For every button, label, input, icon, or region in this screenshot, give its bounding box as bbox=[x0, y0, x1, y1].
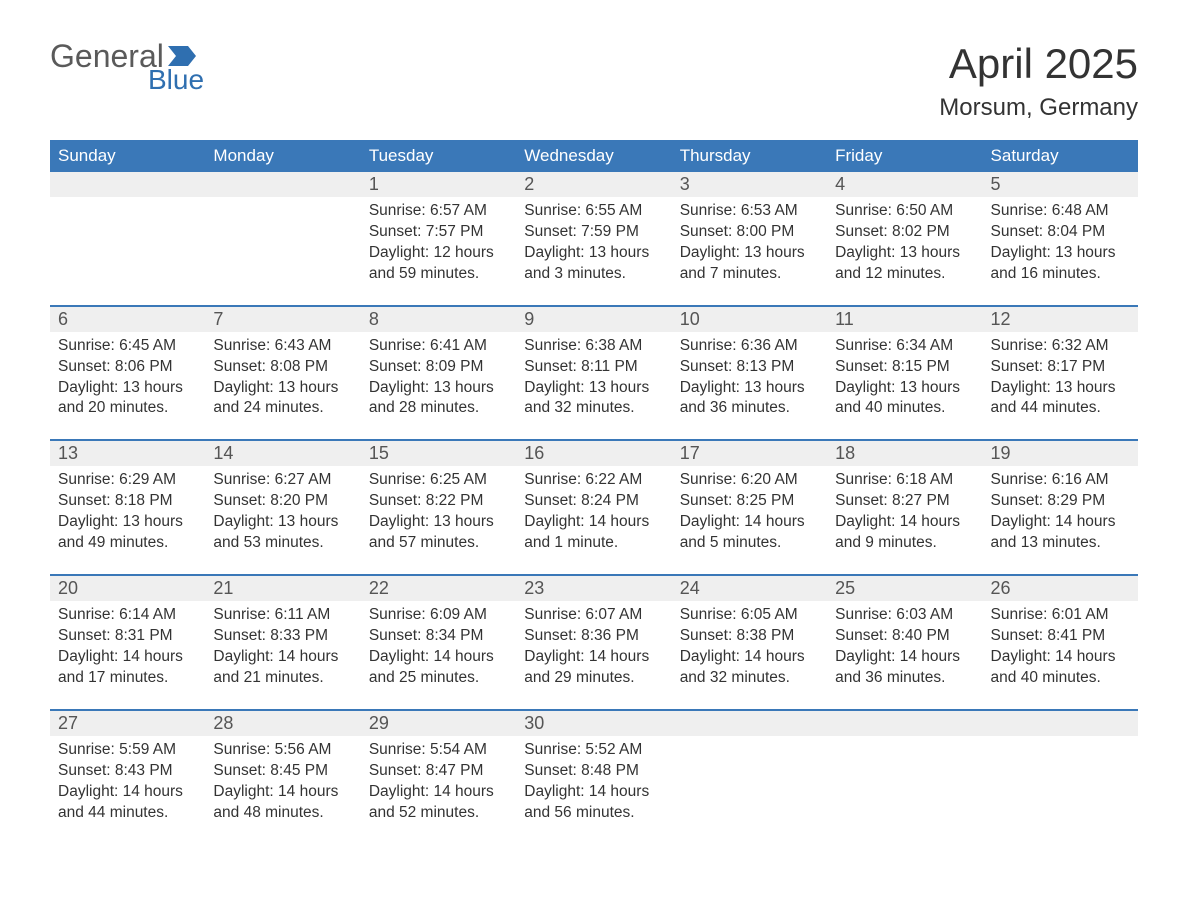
weekday-header: Wednesday bbox=[516, 140, 671, 172]
weekday-header: Monday bbox=[205, 140, 360, 172]
daynum-row: 6789101112 bbox=[50, 306, 1138, 332]
details-row: Sunrise: 5:59 AMSunset: 8:43 PMDaylight:… bbox=[50, 736, 1138, 844]
day-number-cell: 20 bbox=[50, 575, 205, 601]
day-details-cell bbox=[827, 736, 982, 844]
day-details-cell: Sunrise: 6:43 AMSunset: 8:08 PMDaylight:… bbox=[205, 332, 360, 441]
location-subtitle: Morsum, Germany bbox=[939, 94, 1138, 122]
day-details-cell: Sunrise: 6:53 AMSunset: 8:00 PMDaylight:… bbox=[672, 197, 827, 306]
day-details-cell: Sunrise: 5:54 AMSunset: 8:47 PMDaylight:… bbox=[361, 736, 516, 844]
details-row: Sunrise: 6:14 AMSunset: 8:31 PMDaylight:… bbox=[50, 601, 1138, 710]
weekday-header: Tuesday bbox=[361, 140, 516, 172]
daynum-row: 13141516171819 bbox=[50, 440, 1138, 466]
day-details-cell: Sunrise: 6:34 AMSunset: 8:15 PMDaylight:… bbox=[827, 332, 982, 441]
details-row: Sunrise: 6:57 AMSunset: 7:57 PMDaylight:… bbox=[50, 197, 1138, 306]
day-details-cell: Sunrise: 6:14 AMSunset: 8:31 PMDaylight:… bbox=[50, 601, 205, 710]
day-details-cell: Sunrise: 6:55 AMSunset: 7:59 PMDaylight:… bbox=[516, 197, 671, 306]
daynum-row: 27282930 bbox=[50, 710, 1138, 736]
day-number-cell: 16 bbox=[516, 440, 671, 466]
day-number-cell bbox=[983, 710, 1138, 736]
weekday-header: Saturday bbox=[983, 140, 1138, 172]
day-number-cell: 3 bbox=[672, 172, 827, 197]
day-details-cell: Sunrise: 6:03 AMSunset: 8:40 PMDaylight:… bbox=[827, 601, 982, 710]
day-details-cell: Sunrise: 6:01 AMSunset: 8:41 PMDaylight:… bbox=[983, 601, 1138, 710]
day-details-cell: Sunrise: 6:27 AMSunset: 8:20 PMDaylight:… bbox=[205, 466, 360, 575]
day-number-cell: 2 bbox=[516, 172, 671, 197]
day-details-cell: Sunrise: 6:25 AMSunset: 8:22 PMDaylight:… bbox=[361, 466, 516, 575]
day-details-cell: Sunrise: 5:56 AMSunset: 8:45 PMDaylight:… bbox=[205, 736, 360, 844]
day-number-cell: 25 bbox=[827, 575, 982, 601]
day-number-cell: 17 bbox=[672, 440, 827, 466]
day-details-cell: Sunrise: 6:22 AMSunset: 8:24 PMDaylight:… bbox=[516, 466, 671, 575]
daynum-row: 20212223242526 bbox=[50, 575, 1138, 601]
day-details-cell bbox=[983, 736, 1138, 844]
day-number-cell: 24 bbox=[672, 575, 827, 601]
day-number-cell: 10 bbox=[672, 306, 827, 332]
details-row: Sunrise: 6:45 AMSunset: 8:06 PMDaylight:… bbox=[50, 332, 1138, 441]
title-block: April 2025 Morsum, Germany bbox=[939, 40, 1138, 122]
day-number-cell: 5 bbox=[983, 172, 1138, 197]
day-number-cell bbox=[827, 710, 982, 736]
day-details-cell: Sunrise: 6:32 AMSunset: 8:17 PMDaylight:… bbox=[983, 332, 1138, 441]
day-details-cell: Sunrise: 6:18 AMSunset: 8:27 PMDaylight:… bbox=[827, 466, 982, 575]
day-number-cell: 22 bbox=[361, 575, 516, 601]
day-details-cell: Sunrise: 5:52 AMSunset: 8:48 PMDaylight:… bbox=[516, 736, 671, 844]
day-number-cell: 18 bbox=[827, 440, 982, 466]
day-number-cell: 8 bbox=[361, 306, 516, 332]
day-number-cell: 19 bbox=[983, 440, 1138, 466]
day-number-cell: 6 bbox=[50, 306, 205, 332]
day-details-cell: Sunrise: 6:38 AMSunset: 8:11 PMDaylight:… bbox=[516, 332, 671, 441]
day-details-cell bbox=[50, 197, 205, 306]
day-number-cell bbox=[672, 710, 827, 736]
day-details-cell: Sunrise: 5:59 AMSunset: 8:43 PMDaylight:… bbox=[50, 736, 205, 844]
day-number-cell: 27 bbox=[50, 710, 205, 736]
day-number-cell: 13 bbox=[50, 440, 205, 466]
day-details-cell: Sunrise: 6:41 AMSunset: 8:09 PMDaylight:… bbox=[361, 332, 516, 441]
day-details-cell: Sunrise: 6:36 AMSunset: 8:13 PMDaylight:… bbox=[672, 332, 827, 441]
month-title: April 2025 bbox=[939, 40, 1138, 88]
day-number-cell: 1 bbox=[361, 172, 516, 197]
day-details-cell: Sunrise: 6:07 AMSunset: 8:36 PMDaylight:… bbox=[516, 601, 671, 710]
day-number-cell: 29 bbox=[361, 710, 516, 736]
day-details-cell: Sunrise: 6:20 AMSunset: 8:25 PMDaylight:… bbox=[672, 466, 827, 575]
page-header: General Blue April 2025 Morsum, Germany bbox=[50, 40, 1138, 122]
day-details-cell: Sunrise: 6:45 AMSunset: 8:06 PMDaylight:… bbox=[50, 332, 205, 441]
logo-word-blue: Blue bbox=[148, 66, 204, 94]
weekday-header: Sunday bbox=[50, 140, 205, 172]
day-details-cell: Sunrise: 6:09 AMSunset: 8:34 PMDaylight:… bbox=[361, 601, 516, 710]
day-details-cell: Sunrise: 6:05 AMSunset: 8:38 PMDaylight:… bbox=[672, 601, 827, 710]
day-number-cell: 21 bbox=[205, 575, 360, 601]
weekday-header: Thursday bbox=[672, 140, 827, 172]
calendar-table: Sunday Monday Tuesday Wednesday Thursday… bbox=[50, 140, 1138, 844]
day-details-cell: Sunrise: 6:50 AMSunset: 8:02 PMDaylight:… bbox=[827, 197, 982, 306]
day-details-cell bbox=[672, 736, 827, 844]
day-details-cell: Sunrise: 6:16 AMSunset: 8:29 PMDaylight:… bbox=[983, 466, 1138, 575]
logo-flag-icon bbox=[168, 46, 196, 66]
day-number-cell: 12 bbox=[983, 306, 1138, 332]
day-number-cell: 30 bbox=[516, 710, 671, 736]
day-number-cell: 11 bbox=[827, 306, 982, 332]
weekday-header: Friday bbox=[827, 140, 982, 172]
day-details-cell: Sunrise: 6:57 AMSunset: 7:57 PMDaylight:… bbox=[361, 197, 516, 306]
day-number-cell: 4 bbox=[827, 172, 982, 197]
day-details-cell: Sunrise: 6:11 AMSunset: 8:33 PMDaylight:… bbox=[205, 601, 360, 710]
day-number-cell: 7 bbox=[205, 306, 360, 332]
day-number-cell: 9 bbox=[516, 306, 671, 332]
day-number-cell: 15 bbox=[361, 440, 516, 466]
day-details-cell: Sunrise: 6:29 AMSunset: 8:18 PMDaylight:… bbox=[50, 466, 205, 575]
daynum-row: 12345 bbox=[50, 172, 1138, 197]
details-row: Sunrise: 6:29 AMSunset: 8:18 PMDaylight:… bbox=[50, 466, 1138, 575]
weekday-header-row: Sunday Monday Tuesday Wednesday Thursday… bbox=[50, 140, 1138, 172]
day-number-cell: 26 bbox=[983, 575, 1138, 601]
logo-word-general: General bbox=[50, 40, 164, 72]
day-number-cell bbox=[205, 172, 360, 197]
logo: General Blue bbox=[50, 40, 204, 94]
day-details-cell: Sunrise: 6:48 AMSunset: 8:04 PMDaylight:… bbox=[983, 197, 1138, 306]
day-number-cell: 23 bbox=[516, 575, 671, 601]
day-number-cell bbox=[50, 172, 205, 197]
day-details-cell bbox=[205, 197, 360, 306]
day-number-cell: 14 bbox=[205, 440, 360, 466]
day-number-cell: 28 bbox=[205, 710, 360, 736]
